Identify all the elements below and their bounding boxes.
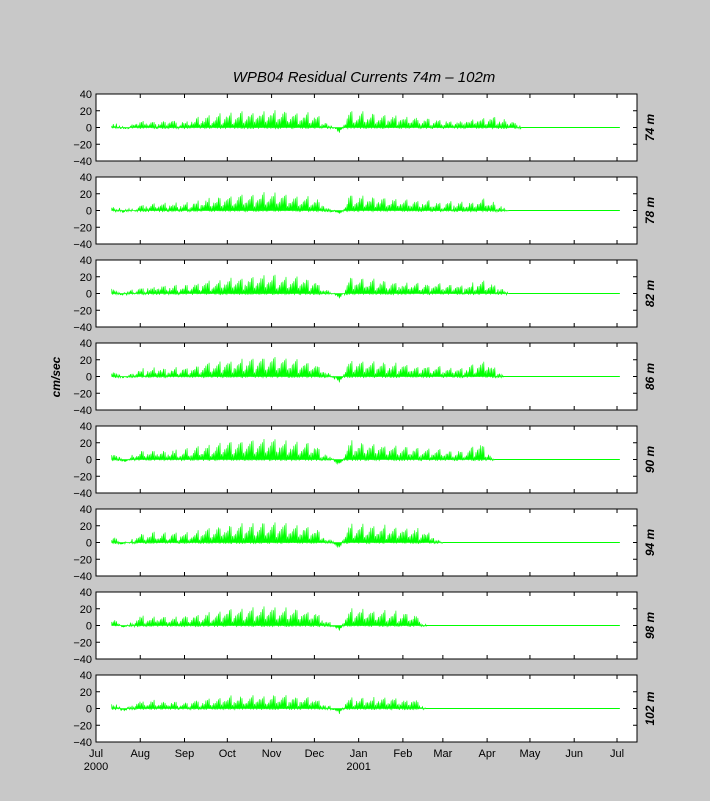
depth-label: 82 m <box>643 279 657 307</box>
x-tick-label: Oct <box>219 748 236 760</box>
y-tick-label: −20 <box>73 471 92 483</box>
depth-label: 94 m <box>643 528 657 556</box>
y-tick-label: 40 <box>80 255 92 267</box>
y-tick-label: 40 <box>80 172 92 184</box>
depth-label: 90 m <box>643 445 657 473</box>
y-tick-label: 0 <box>86 704 92 716</box>
panel-82m: 40 20 0 −20 −40 82 m <box>73 255 657 334</box>
y-tick-label: 20 <box>80 438 92 450</box>
panel-78m: 40 20 0 −20 −40 78 m <box>73 172 657 251</box>
y-tick-label: −40 <box>73 322 92 334</box>
y-tick-label: −20 <box>73 305 92 317</box>
y-tick-label: 20 <box>80 355 92 367</box>
y-tick-label: 0 <box>86 123 92 135</box>
panel-86m: 40 20 0 −20 −40 86 m <box>73 338 657 417</box>
y-axis-label: cm/sec <box>49 356 63 397</box>
y-tick-label: −40 <box>73 405 92 417</box>
depth-label: 102 m <box>643 691 657 725</box>
y-tick-label: 20 <box>80 106 92 118</box>
y-tick-label: −40 <box>73 488 92 500</box>
y-tick-label: −40 <box>73 156 92 168</box>
depth-label: 74 m <box>643 113 657 141</box>
y-tick-label: −40 <box>73 239 92 251</box>
panels-group: 40 20 0 −20 −40 74 m 40 20 0 −20 −40 78 m 40 20 0 −20 −4… <box>73 89 657 749</box>
y-tick-label: 40 <box>80 89 92 101</box>
y-tick-label: 0 <box>86 455 92 467</box>
series-area <box>111 522 444 548</box>
x-tick-sublabel: 2000 <box>84 761 108 773</box>
chart-title: WPB04 Residual Currents 74m – 102m <box>233 69 496 86</box>
series-area <box>111 695 427 714</box>
y-tick-label: 40 <box>80 670 92 682</box>
y-tick-label: −40 <box>73 571 92 583</box>
series-area <box>111 356 504 383</box>
depth-label: 78 m <box>643 196 657 224</box>
y-tick-label: 40 <box>80 587 92 599</box>
y-tick-label: −20 <box>73 139 92 151</box>
y-tick-label: 0 <box>86 538 92 550</box>
x-tick-label: Apr <box>479 748 496 760</box>
y-tick-label: −20 <box>73 637 92 649</box>
x-tick-label: Sep <box>175 748 195 760</box>
y-tick-label: −40 <box>73 737 92 749</box>
y-tick-label: 0 <box>86 289 92 301</box>
y-tick-label: −20 <box>73 554 92 566</box>
y-tick-label: 20 <box>80 521 92 533</box>
y-tick-label: −20 <box>73 388 92 400</box>
x-tick-label: Jul <box>89 748 103 760</box>
depth-label: 98 m <box>643 611 657 639</box>
panel-102m: 40 20 0 −20 −40 102 m <box>73 670 657 749</box>
y-tick-label: 20 <box>80 687 92 699</box>
series-area <box>111 274 509 299</box>
x-tick-label: Aug <box>130 748 150 760</box>
y-tick-label: 40 <box>80 338 92 350</box>
y-tick-label: 0 <box>86 372 92 384</box>
x-tick-label: Mar <box>433 748 452 760</box>
series-area <box>111 606 427 631</box>
depth-label: 86 m <box>643 362 657 390</box>
x-tick-label: Jul <box>610 748 624 760</box>
panel-90m: 40 20 0 −20 −40 90 m <box>73 421 657 500</box>
series-area <box>111 110 522 133</box>
x-tick-label: May <box>520 748 541 760</box>
panel-94m: 40 20 0 −20 −40 94 m <box>73 504 657 583</box>
series-area <box>111 438 495 466</box>
y-tick-label: −40 <box>73 654 92 666</box>
x-tick-sublabel: 2001 <box>346 761 370 773</box>
y-tick-label: 20 <box>80 272 92 284</box>
panel-98m: 40 20 0 −20 −40 98 m <box>73 587 657 666</box>
y-tick-label: −20 <box>73 720 92 732</box>
x-tick-label: Dec <box>305 748 325 760</box>
x-tick-label: Nov <box>262 748 282 760</box>
series-area <box>111 192 510 215</box>
x-tick-label: Jun <box>565 748 583 760</box>
x-tick-label: Feb <box>393 748 412 760</box>
y-tick-label: 0 <box>86 621 92 633</box>
y-tick-label: 20 <box>80 604 92 616</box>
y-tick-label: −20 <box>73 222 92 234</box>
y-tick-label: 40 <box>80 504 92 516</box>
y-tick-label: 0 <box>86 206 92 218</box>
y-tick-label: 40 <box>80 421 92 433</box>
y-tick-label: 20 <box>80 189 92 201</box>
x-tick-label: Jan <box>350 748 368 760</box>
panel-74m: 40 20 0 −20 −40 74 m <box>73 89 657 168</box>
